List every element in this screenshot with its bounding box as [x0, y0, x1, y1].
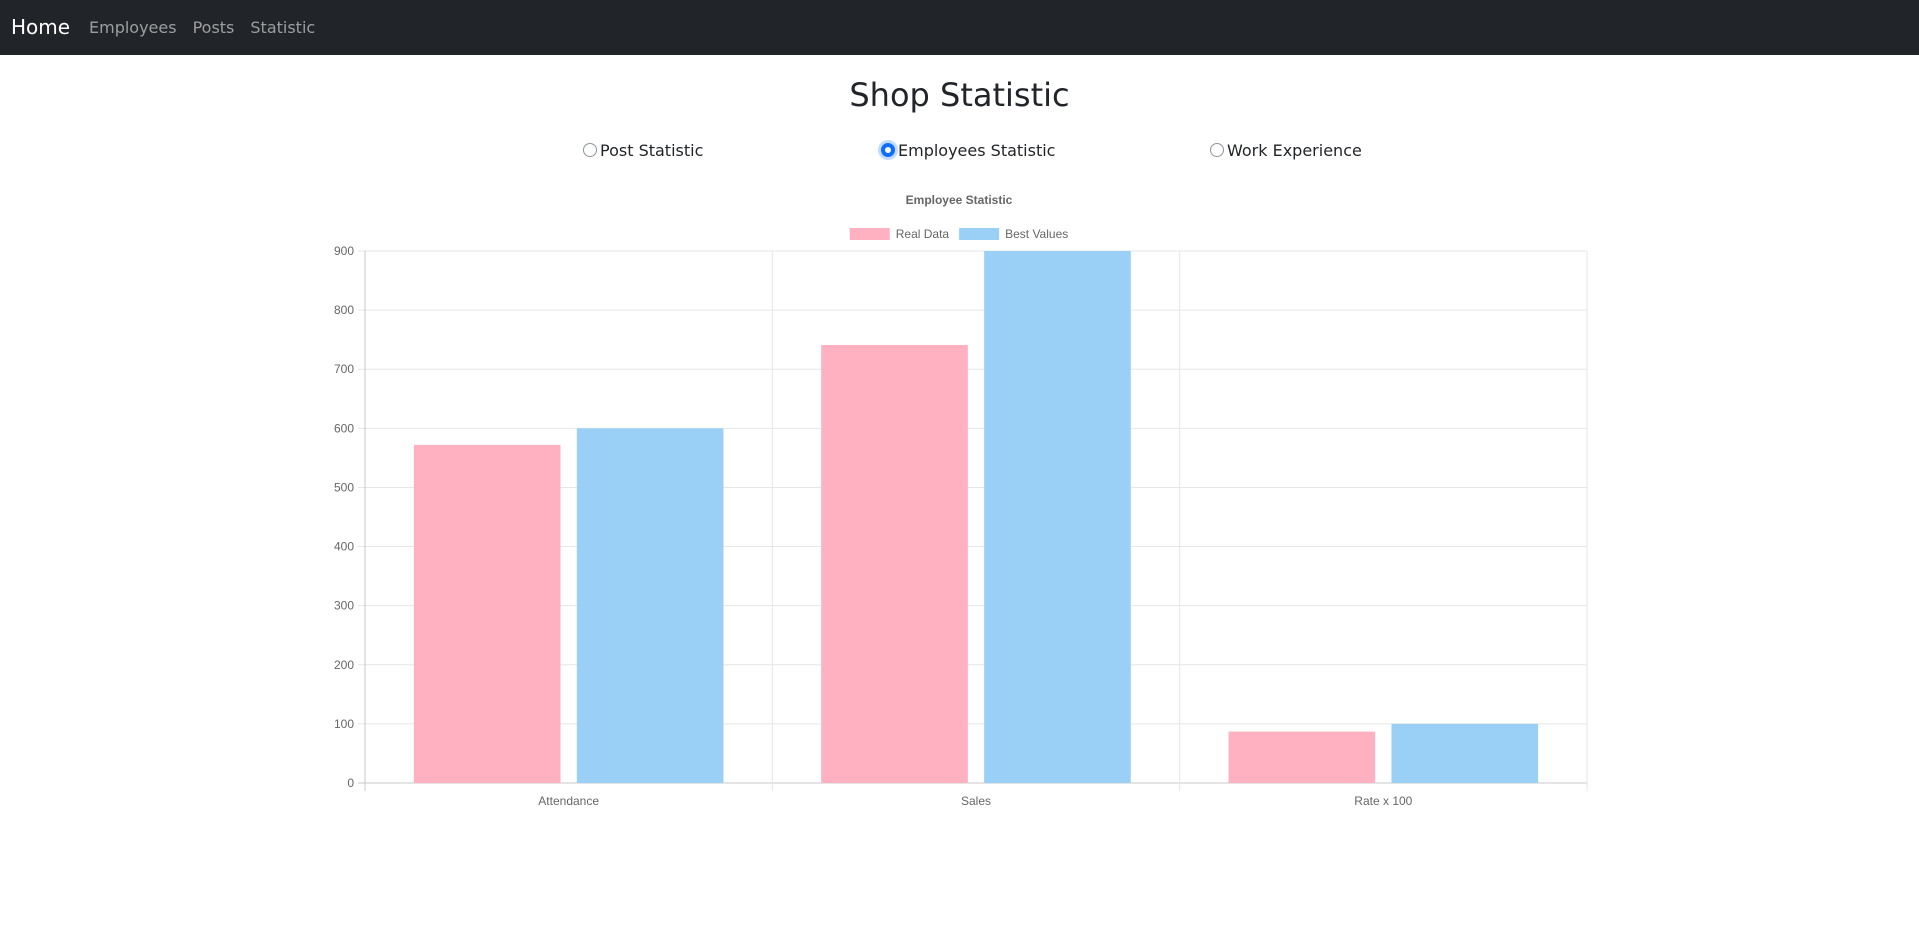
nav-link-statistic[interactable]: Statistic — [250, 18, 316, 37]
nav-links: Employees Posts Statistic — [89, 18, 315, 38]
bar-best-values[interactable] — [984, 251, 1131, 783]
y-tick-label: 900 — [334, 244, 354, 258]
x-tick-label: Rate x 100 — [1354, 794, 1412, 808]
radio-post-statistic-label: Post Statistic — [600, 140, 704, 160]
y-tick-label: 700 — [334, 362, 354, 376]
legend-label[interactable]: Best Values — [1005, 227, 1068, 241]
radio-post-statistic[interactable]: Post Statistic — [583, 139, 703, 161]
bar-best-values[interactable] — [1391, 723, 1539, 783]
page-title: Shop Statistic — [849, 76, 1070, 114]
legend-swatch[interactable] — [959, 228, 1000, 240]
bar-real-data[interactable] — [821, 344, 968, 783]
brand-home-link[interactable]: Home — [11, 15, 71, 39]
chart-axes: 0 100 200 300 400 500 600 700 800 900 Attendance Sa… — [334, 244, 1413, 808]
y-tick-label: 800 — [334, 303, 354, 317]
y-tick-label: 400 — [334, 540, 354, 554]
y-tick-label: 500 — [334, 480, 354, 494]
y-tick-label: 600 — [334, 421, 354, 435]
radio-employees-statistic-label: Employees Statistic — [898, 140, 1056, 160]
chart-title: Employee Statistic — [906, 193, 1013, 207]
y-tick-label: 0 — [347, 776, 354, 790]
legend-swatch[interactable] — [849, 228, 890, 240]
legend-label[interactable]: Real Data — [896, 227, 950, 241]
bar-real-data[interactable] — [1228, 731, 1376, 783]
y-tick-label: 100 — [334, 717, 354, 731]
radio-work-experience-circle[interactable] — [1210, 143, 1224, 157]
y-tick-label: 200 — [334, 658, 354, 672]
radio-employees-statistic[interactable]: Employees Statistic — [881, 139, 1055, 161]
radio-employees-statistic-circle[interactable] — [881, 143, 895, 157]
x-tick-label: Attendance — [538, 794, 599, 808]
bar-real-data[interactable] — [413, 444, 561, 783]
x-tick-label: Sales — [961, 794, 991, 808]
radio-work-experience-label: Work Experience — [1227, 140, 1362, 160]
radio-work-experience[interactable]: Work Experience — [1210, 139, 1362, 161]
chart-grid — [358, 250, 1588, 791]
radio-post-statistic-circle[interactable] — [583, 143, 597, 157]
nav-link-posts[interactable]: Posts — [192, 18, 235, 37]
nav-link-employees[interactable]: Employees — [89, 18, 177, 37]
navbar: Home Employees Posts Statistic — [0, 0, 1919, 55]
y-tick-label: 300 — [334, 599, 354, 613]
chart-legend: Real Data Best Values — [849, 227, 1068, 241]
bar-best-values[interactable] — [576, 428, 724, 783]
chart-bars — [413, 251, 1539, 783]
